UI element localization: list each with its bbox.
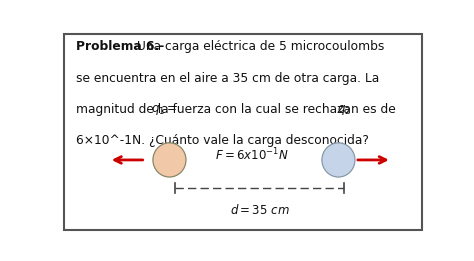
Text: magnitud de la fuerza con la cual se rechazan es de: magnitud de la fuerza con la cual se rec… — [76, 103, 395, 116]
Text: Problema 6.-: Problema 6.- — [76, 40, 164, 53]
Text: $d = 35\ cm$: $d = 35\ cm$ — [229, 203, 289, 217]
FancyBboxPatch shape — [64, 34, 422, 230]
Ellipse shape — [153, 143, 186, 177]
Text: Una carga eléctrica de 5 microcoulombs: Una carga eléctrica de 5 microcoulombs — [133, 40, 384, 53]
Text: se encuentra en el aire a 35 cm de otra carga. La: se encuentra en el aire a 35 cm de otra … — [76, 72, 379, 85]
Text: 6×10^-1N. ¿Cuánto vale la carga desconocida?: 6×10^-1N. ¿Cuánto vale la carga desconoc… — [76, 134, 369, 147]
Ellipse shape — [322, 143, 355, 177]
Text: $F = 6x10^{-1}N$: $F = 6x10^{-1}N$ — [215, 147, 289, 163]
Text: $q_1 =$: $q_1 =$ — [151, 103, 177, 117]
Text: $q_2$: $q_2$ — [337, 103, 351, 117]
